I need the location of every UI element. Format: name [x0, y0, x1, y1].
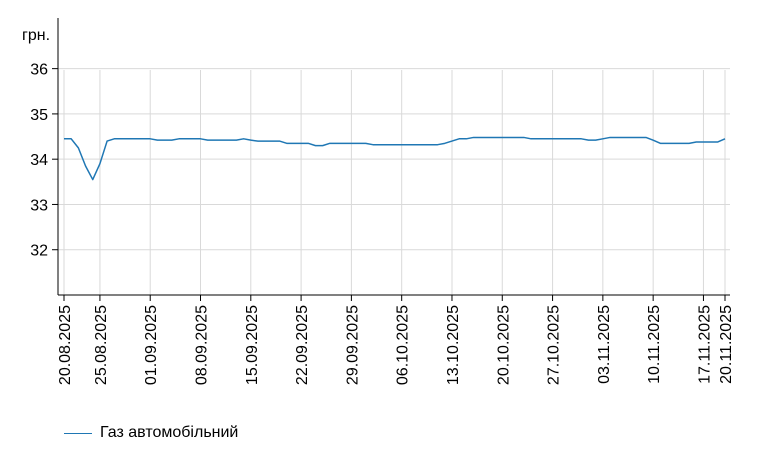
- y-tick-label: 35: [30, 107, 48, 124]
- x-tick-label: 17.11.2025: [696, 305, 713, 384]
- x-tick-label: 10.11.2025: [646, 305, 663, 384]
- x-tick-label: 25.08.2025: [93, 305, 110, 385]
- y-tick-label: 33: [30, 197, 48, 214]
- legend-label: Газ автомобільний: [100, 424, 239, 441]
- y-tick-label: 34: [30, 152, 48, 169]
- x-tick-label: 29.09.2025: [344, 305, 361, 385]
- x-tick-label: 08.09.2025: [194, 305, 211, 385]
- y-tick-label: 36: [30, 62, 48, 79]
- x-tick-label: 20.10.2025: [495, 305, 512, 385]
- x-tick-label: 27.10.2025: [546, 305, 563, 385]
- x-tick-label: 20.08.2025: [57, 305, 74, 385]
- series-line: [64, 136, 726, 181]
- y-unit-label: грн.: [22, 27, 50, 44]
- legend: Газ автомобільний: [64, 424, 238, 442]
- x-tick-label: 03.11.2025: [596, 305, 613, 384]
- legend-swatch: [64, 432, 92, 434]
- x-tick-label: 13.10.2025: [445, 305, 462, 385]
- x-tick-label: 22.09.2025: [294, 305, 311, 385]
- x-tick-label: 15.09.2025: [244, 305, 261, 385]
- x-tick-label: 06.10.2025: [395, 305, 412, 385]
- y-tick-label: 32: [30, 243, 48, 260]
- x-tick-label: 20.11.2025: [718, 305, 735, 384]
- x-tick-label: 01.09.2025: [143, 305, 160, 385]
- line-chart: 32 33 34 35 36 20.08.2025 25.08.2025 01.09.2025…: [22, 18, 735, 385]
